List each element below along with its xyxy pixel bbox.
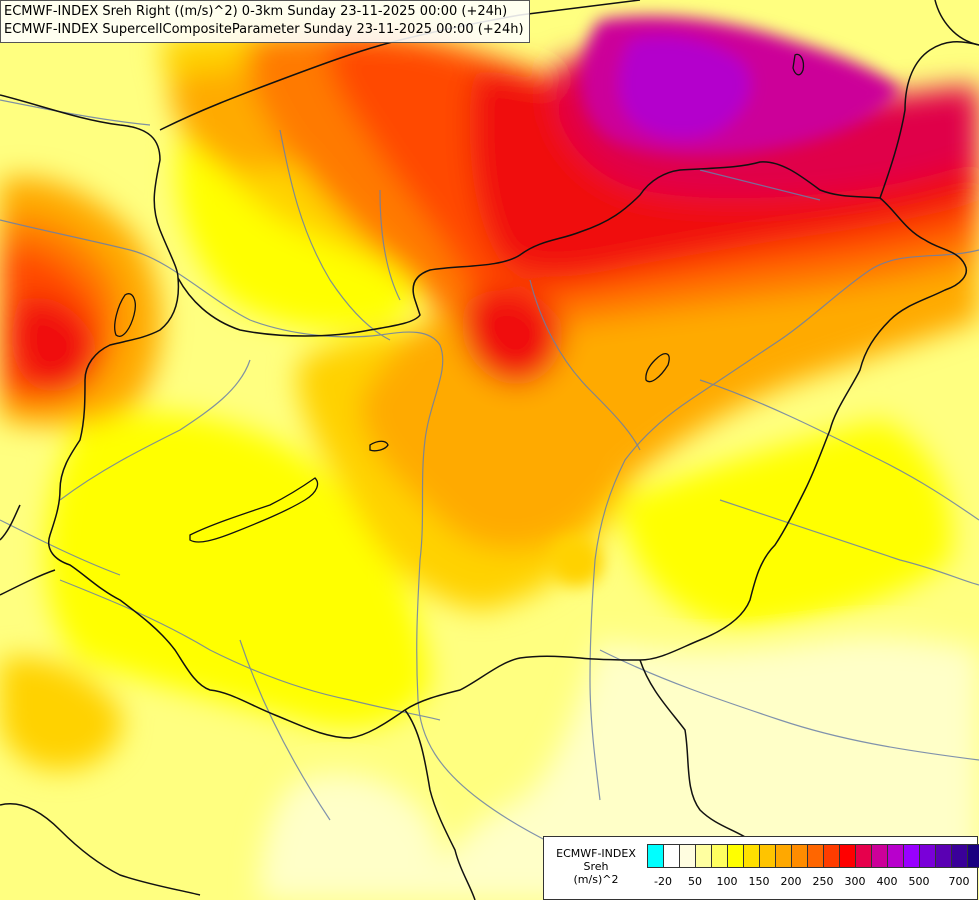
river-tisza [589, 249, 979, 801]
legend-swatch [967, 844, 979, 868]
river-east-1 [699, 379, 979, 521]
lake-neusiedl [114, 293, 136, 337]
legend-tick-label: 150 [748, 875, 770, 888]
legend-swatch [663, 844, 679, 868]
border-southwest [0, 803, 201, 896]
legend-tick-label: 50 [688, 875, 702, 888]
legend-swatch [903, 844, 919, 868]
legend-tick-label: 200 [780, 875, 802, 888]
legend-tick-label: 250 [812, 875, 834, 888]
field-gold-island-south [550, 537, 603, 587]
river-drava [59, 579, 441, 721]
lake-balaton [189, 477, 319, 543]
legend-swatch [647, 844, 663, 868]
field-red-west [12, 297, 96, 392]
border-hungary [48, 161, 967, 739]
legend-swatch [887, 844, 903, 868]
legend-tick-label: 400 [876, 875, 898, 888]
legend-swatch [775, 844, 791, 868]
border-slovenia-croatia [0, 569, 56, 596]
legend-swatch [807, 844, 823, 868]
river-raba [59, 359, 251, 501]
river-south-1 [599, 649, 979, 761]
river-north-1 [279, 129, 391, 341]
legend-swatch [839, 844, 855, 868]
legend-tick-label: 100 [716, 875, 738, 888]
legend-swatch [919, 844, 935, 868]
color-legend: ECMWF-INDEX Sreh (m/s)^2 -20 50 100 150 200 2… [543, 836, 979, 900]
legend-swatch [871, 844, 887, 868]
title-line-1: ECMWF-INDEX Sreh Right ((m/s)^2) 0-3km S… [4, 4, 508, 19]
border-romania-serbia [639, 659, 751, 841]
legend-swatch [935, 844, 951, 868]
legend-swatch [759, 844, 775, 868]
field-yellow-southeast [620, 420, 952, 630]
field-red-central [462, 289, 563, 385]
river-north-3 [529, 279, 641, 451]
legend-ticks: -20 50 100 150 200 250 300 400 500 700 [647, 875, 972, 889]
border-slovenia [0, 504, 21, 541]
legend-tick-label: -20 [654, 875, 672, 888]
legend-unit: (m/s)^2 [573, 873, 619, 886]
sreh-field-core [550, 16, 900, 587]
river-east-2 [719, 499, 979, 586]
legend-swatch [743, 844, 759, 868]
river-west-1 [0, 519, 121, 576]
border-poland [934, 0, 979, 46]
river-northeast [699, 169, 821, 201]
field-pale-south [260, 773, 440, 900]
field-pale-southeast [420, 637, 979, 900]
legend-swatch [855, 844, 871, 868]
legend-swatch [951, 844, 967, 868]
title-line-2: ECMWF-INDEX SupercellCompositeParameter … [4, 22, 524, 37]
lakes [114, 53, 805, 543]
river-south-2 [239, 639, 331, 821]
legend-model: ECMWF-INDEX [556, 847, 636, 860]
lake-velence [369, 440, 389, 452]
river-northwest [0, 99, 151, 126]
legend-swatches [647, 844, 979, 868]
legend-swatch [679, 844, 695, 868]
lake-tisza [645, 353, 670, 383]
legend-tick-label: 300 [844, 875, 866, 888]
field-gold-southwest [0, 657, 122, 770]
border-croatia-serbia [404, 709, 476, 900]
legend-swatch [823, 844, 839, 868]
border-austria [0, 94, 179, 279]
lake-north [792, 53, 805, 76]
river-north-2 [379, 189, 401, 301]
legend-swatch [727, 844, 743, 868]
field-yellow-west [46, 412, 430, 728]
legend-tick-label: 500 [908, 875, 930, 888]
legend-swatch [711, 844, 727, 868]
field-purple-core [618, 36, 751, 139]
map-title-box: ECMWF-INDEX Sreh Right ((m/s)^2) 0-3km S… [0, 0, 530, 43]
legend-parameter: Sreh [583, 860, 609, 873]
legend-swatch [695, 844, 711, 868]
sreh-field [0, 29, 979, 900]
legend-label: ECMWF-INDEX Sreh (m/s)^2 [548, 847, 644, 886]
border-ukraine [879, 40, 979, 199]
legend-tick-label: 700 [948, 875, 970, 888]
legend-swatch [791, 844, 807, 868]
